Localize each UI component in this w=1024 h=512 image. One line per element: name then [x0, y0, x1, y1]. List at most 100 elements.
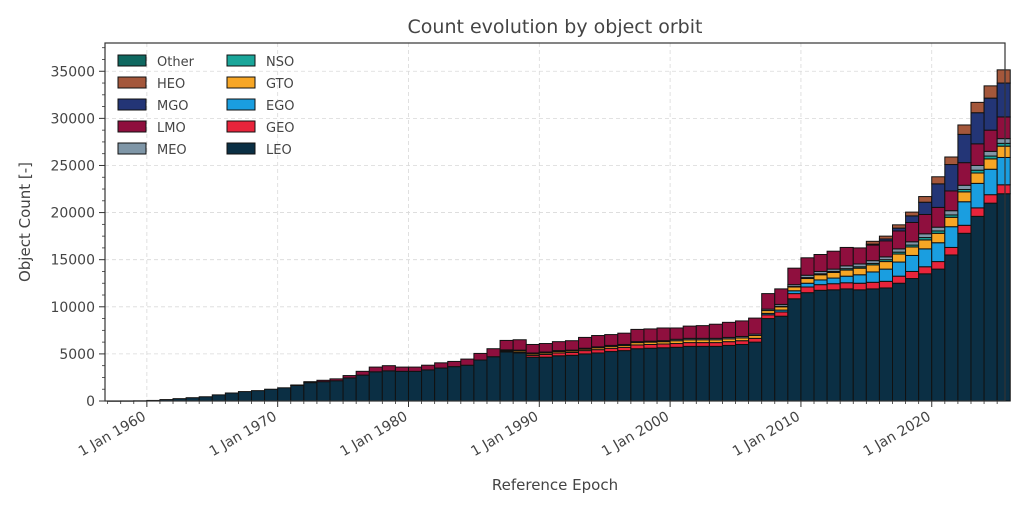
bar-segment-lmo: [316, 379, 331, 383]
legend-swatch-lmo: [117, 120, 147, 133]
bar-segment-mgo: [944, 164, 959, 192]
bar-segment-lmo: [643, 328, 658, 342]
legend-swatch-other: [117, 54, 147, 67]
legend-label-ego: EGO: [266, 99, 295, 114]
bar-segment-mgo: [905, 215, 920, 223]
legend-label-lmo: LMO: [157, 121, 186, 136]
bar-segment-meo: [918, 233, 933, 239]
bar-segment-leo: [499, 351, 514, 402]
bar-segment-geo: [735, 340, 750, 345]
bar-segment-lmo: [878, 240, 893, 258]
bar-segment-ego: [905, 254, 920, 272]
bar-segment-leo: [421, 369, 436, 402]
bar-segment-lmo: [355, 370, 370, 376]
bar-segment-geo: [996, 184, 1011, 195]
bar-segment-leo: [813, 289, 828, 402]
bar-segment-mgo: [983, 97, 998, 131]
bar-segment-heo: [970, 101, 985, 114]
bar-segment-geo: [800, 286, 815, 294]
legend-swatch-meo: [117, 142, 147, 155]
bars: [107, 69, 1011, 402]
bar-segment-geo: [682, 342, 697, 347]
bar-segment-mgo: [931, 183, 946, 208]
y-tick-label: 25000: [50, 158, 95, 174]
bar-segment-gto: [983, 158, 998, 170]
bar-segment-lmo: [368, 366, 383, 373]
bar-segment-leo: [721, 344, 737, 402]
bar-segment-geo: [918, 266, 933, 275]
bar-segment-leo: [447, 366, 462, 402]
bar-segment-lmo: [617, 332, 632, 345]
bar-segment-gto: [944, 216, 959, 228]
bar-segment-leo: [669, 346, 684, 402]
bar-segment-meo: [957, 184, 972, 190]
bar-segment-gto: [878, 261, 893, 270]
bar-segment-lmo: [695, 325, 710, 339]
bar-segment-geo: [970, 207, 985, 217]
bar-segment-leo: [538, 356, 553, 402]
bar-segment-ego: [865, 271, 880, 283]
bar-segment-lmo: [826, 250, 841, 270]
bar-segment-gto: [826, 271, 841, 279]
y-tick-label: 15000: [50, 253, 95, 269]
bar-segment-leo: [342, 377, 357, 402]
bar-segment-heo: [931, 176, 946, 185]
bar-segment-lmo: [499, 339, 514, 351]
bar-segment-leo: [551, 355, 566, 402]
bar-segment-leo: [512, 352, 527, 402]
bar-segment-lmo: [578, 336, 593, 349]
bar-segment-leo: [564, 354, 580, 402]
bar-segment-leo: [198, 396, 213, 402]
bar-segment-geo: [931, 261, 946, 270]
legend-swatch-leo: [226, 142, 256, 155]
bar-segment-mgo: [957, 133, 972, 164]
bar-segment-ego: [878, 268, 893, 282]
bar-segment-lmo: [394, 366, 409, 372]
bar-segment-geo: [643, 343, 658, 349]
legend: Other HEO MGO LMO MEO NSO GTO EGO GEO LEO: [117, 54, 295, 158]
bar-segment-leo: [892, 282, 907, 402]
bar-segment-lmo: [996, 116, 1011, 140]
bar-segment-heo: [878, 235, 893, 240]
bar-segment-lmo: [460, 358, 475, 366]
bar-segment-lmo: [669, 327, 684, 340]
bar-segment-geo: [721, 341, 737, 346]
bar-segment-leo: [865, 288, 880, 402]
bar-segment-meo: [970, 164, 985, 171]
bar-segment-leo: [407, 370, 423, 402]
bar-segment-lmo: [865, 244, 880, 262]
bar-segment-heo: [957, 124, 972, 135]
legend-label-gto: GTO: [266, 77, 294, 92]
bar-segment-ego: [957, 201, 972, 226]
bar-segment-geo: [826, 283, 841, 291]
bar-segment-leo: [525, 356, 540, 402]
bar-segment-leo: [578, 353, 593, 402]
bar-segment-lmo: [564, 340, 580, 351]
bar-segment-leo: [761, 318, 776, 402]
bar-segment-lmo: [486, 348, 501, 358]
bar-segment-lmo: [970, 143, 985, 166]
bar-segment-heo: [905, 211, 920, 217]
bar-segment-meo: [944, 210, 959, 216]
bar-segment-leo: [290, 384, 305, 402]
bar-segment-geo: [695, 342, 710, 347]
bar-segment-geo: [839, 282, 854, 290]
y-tick-label: 20000: [50, 206, 95, 222]
bar-segment-leo: [617, 350, 632, 402]
bar-segment-leo: [277, 387, 292, 402]
bar-segment-ego: [983, 168, 998, 196]
bar-segment-meo: [983, 150, 998, 157]
bar-segment-leo: [787, 298, 802, 402]
bar-segment-meo: [996, 138, 1011, 144]
bar-segment-leo: [878, 287, 893, 402]
bar-segment-lmo: [525, 343, 540, 354]
bar-segment-lmo: [735, 320, 750, 337]
y-tick-label: 30000: [50, 111, 95, 127]
bar-segment-geo: [878, 280, 893, 289]
bar-segment-geo: [905, 270, 920, 280]
legend-swatch-nso: [226, 54, 256, 67]
bar-segment-geo: [761, 314, 776, 320]
bar-segment-meo: [931, 226, 946, 232]
y-tick-label: 5000: [59, 347, 95, 363]
